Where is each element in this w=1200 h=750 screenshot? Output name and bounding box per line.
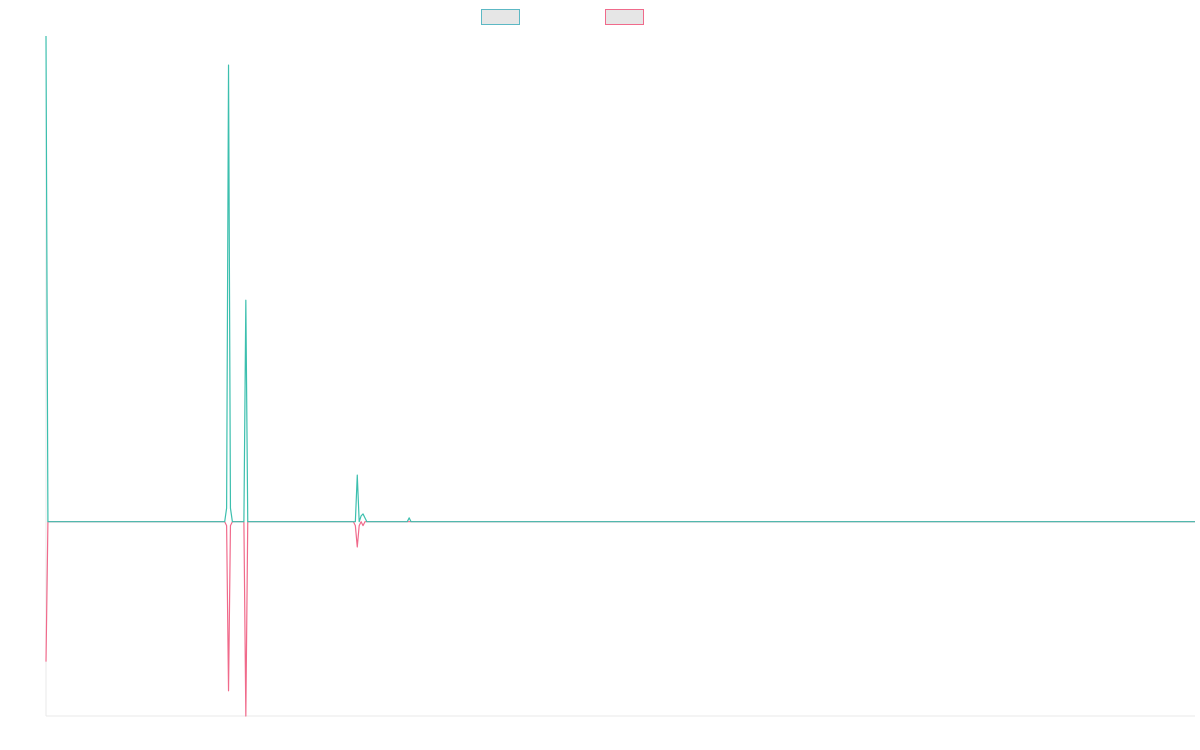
series-line-2 xyxy=(45,521,1195,717)
legend-swatch-series-1[interactable] xyxy=(481,9,520,25)
series-line-1 xyxy=(45,35,1195,523)
legend-swatch-series-2[interactable] xyxy=(605,9,644,25)
series-layer xyxy=(45,35,1195,717)
